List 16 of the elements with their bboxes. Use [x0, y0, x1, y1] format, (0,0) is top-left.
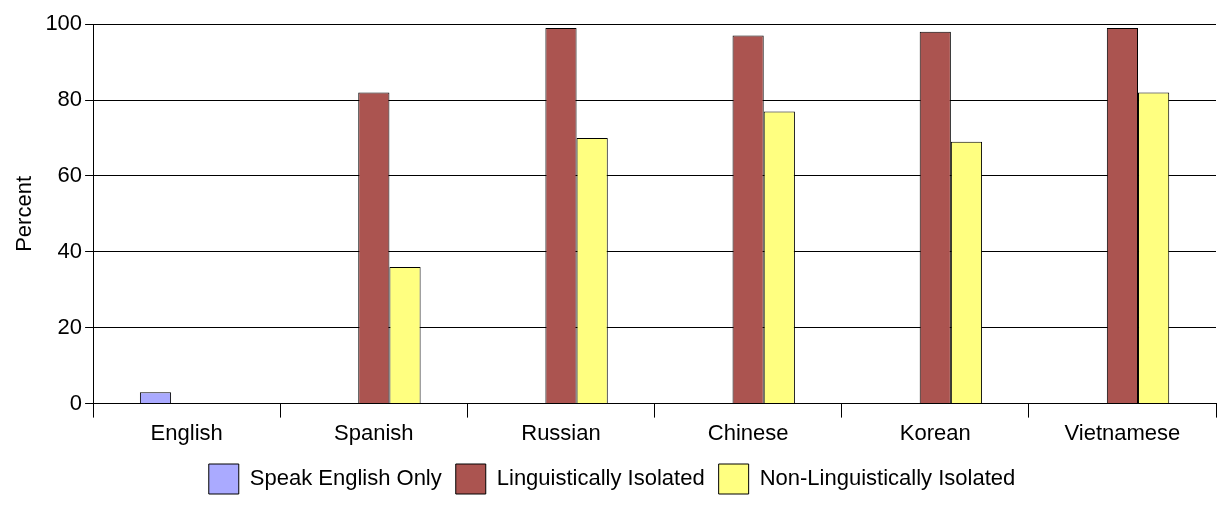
y-tick-label: 40 [57, 237, 83, 263]
x-tick-label: English [150, 419, 223, 445]
x-tick-label: Russian [521, 419, 601, 445]
legend-label: Linguistically Isolated [496, 465, 705, 491]
y-tick-label: 20 [57, 313, 83, 339]
y-tick-label: 0 [69, 389, 83, 415]
x-tick-label: Korean [899, 419, 971, 445]
legend-label: Speak English Only [249, 465, 442, 491]
y-tick-label: 80 [57, 86, 83, 112]
y-tick-label: 100 [45, 10, 83, 36]
x-tick-label: Spanish [334, 419, 414, 445]
legend-label: Non-Linguistically Isolated [759, 465, 1016, 491]
x-tick-label: Vietnamese [1064, 419, 1181, 445]
y-axis-title: Percent [11, 175, 37, 252]
y-tick-label: 60 [57, 162, 83, 188]
x-tick-label: Chinese [707, 419, 789, 445]
